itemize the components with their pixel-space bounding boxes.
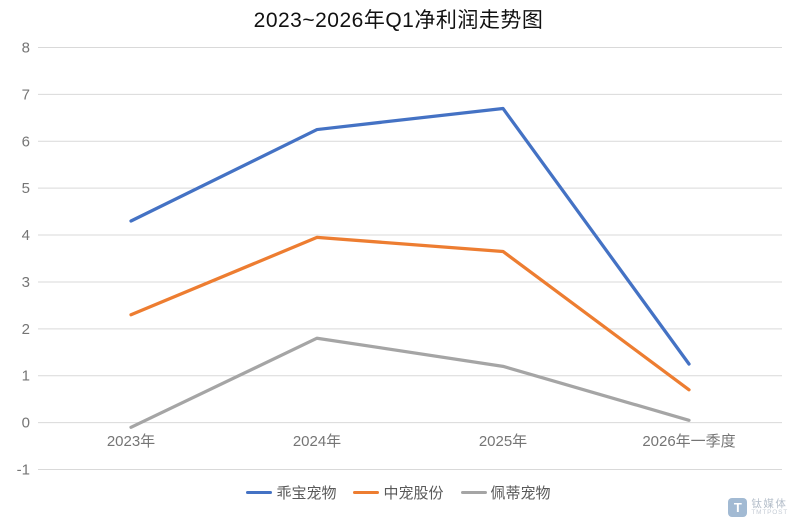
watermark-brand-en: TMTPOST [751, 508, 788, 516]
series-line-1 [129, 235, 691, 392]
legend-item-1: 中宠股份 [353, 482, 444, 503]
y-axis-tick-label: -1 [17, 462, 30, 479]
y-axis-tick-label: 4 [22, 227, 30, 244]
y-axis-tick-label: 8 [22, 40, 30, 57]
y-axis-tick-label: 7 [22, 86, 30, 103]
y-axis-tick-label: 5 [22, 180, 30, 197]
legend-swatch-line-0 [246, 490, 273, 495]
series-line-2 [129, 336, 691, 429]
y-axis-tick-label: 1 [22, 368, 30, 385]
legend-item-2: 佩蒂宠物 [460, 482, 551, 503]
legend-item-0: 乖宝宠物 [246, 482, 336, 503]
legend-label-1: 中宠股份 [383, 485, 444, 502]
chart-title: 2023~2026年Q1净利润走势图 [253, 9, 544, 32]
series-line-0 [129, 106, 691, 366]
x-axis-tick-label: 2023年 [107, 433, 155, 450]
x-axis-tick-label: 2024年 [293, 433, 341, 450]
y-axis-tick-label: 2 [22, 321, 30, 338]
tmtpost-logo-icon: T [728, 498, 748, 517]
x-axis-tick-label: 2026年一季度 [642, 433, 735, 450]
legend: 乖宝宠物 中宠股份 佩蒂宠物 [0, 482, 797, 503]
watermark-text: 钛媒体 TMTPOST [751, 497, 788, 517]
watermark-tmtpost: T 钛媒体 TMTPOST [728, 498, 788, 517]
x-axis-tick-label: 2025年 [479, 433, 527, 450]
legend-swatch-line-2 [460, 490, 487, 495]
watermark-brand-cn: 钛媒体 [751, 497, 788, 510]
y-axis-tick-label: 6 [22, 133, 30, 150]
legend-swatch-line-1 [353, 490, 380, 495]
legend-label-2: 佩蒂宠物 [490, 485, 551, 502]
y-axis-tick-label: 3 [22, 274, 30, 291]
legend-label-0: 乖宝宠物 [276, 485, 337, 502]
y-axis-tick-label: 0 [22, 415, 30, 432]
